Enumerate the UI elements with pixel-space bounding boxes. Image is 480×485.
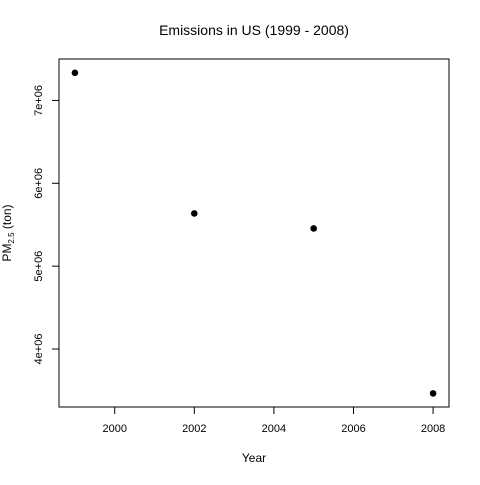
x-axis: 2000 2002 2004 2006 2008 (102, 407, 445, 435)
data-point (310, 225, 317, 232)
x-axis-label: Year (242, 451, 266, 465)
y-tick-label: 5e+06 (33, 251, 45, 282)
data-point (71, 69, 79, 77)
y-tick-label: 4e+06 (33, 334, 45, 365)
x-tick-label: 2004 (262, 423, 286, 435)
y-axis: 4e+06 5e+06 6e+06 7e+06 (33, 85, 59, 364)
x-tick-label: 2006 (341, 423, 365, 435)
y-tick-label: 7e+06 (33, 85, 45, 116)
x-tick-label: 2000 (102, 423, 126, 435)
data-points (71, 69, 437, 397)
y-axis-label-main: PM (0, 244, 14, 262)
y-axis-label-subscript: 2.5 (7, 232, 16, 244)
data-point (191, 210, 198, 217)
chart-title: Emissions in US (1999 - 2008) (159, 22, 349, 38)
y-axis-label-unit: (ton) (0, 204, 14, 232)
data-point (429, 390, 437, 397)
x-tick-label: 2008 (421, 423, 445, 435)
plot-frame (58, 58, 450, 408)
x-tick-label: 2002 (182, 423, 206, 435)
y-axis-label: PM2.5 (ton) (0, 204, 16, 261)
y-tick-label: 6e+06 (33, 168, 45, 199)
